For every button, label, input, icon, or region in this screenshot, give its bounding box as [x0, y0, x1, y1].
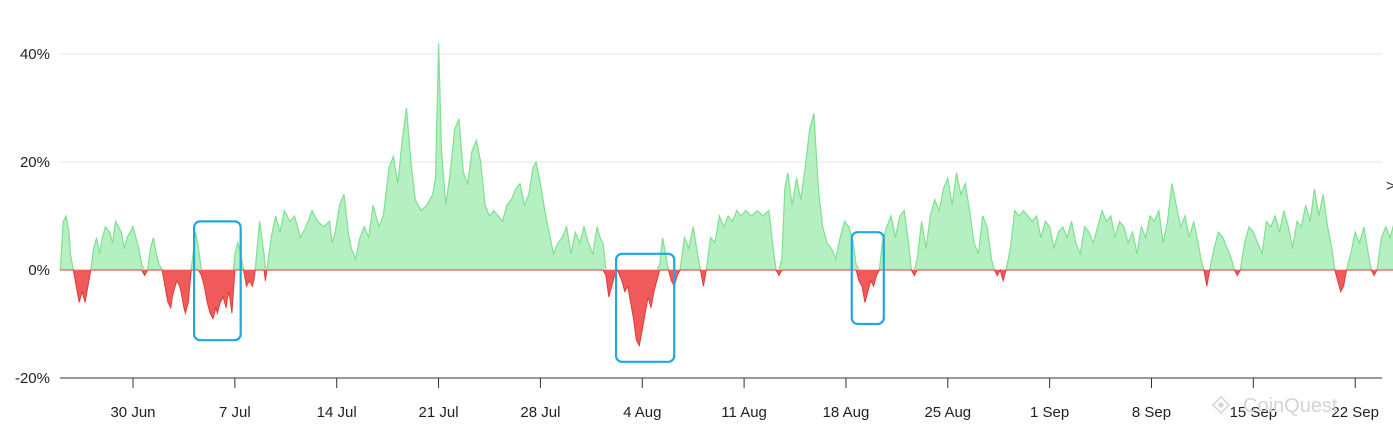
- negative-line: [60, 268, 1393, 348]
- x-tick-label: 8 Sep: [1132, 404, 1171, 421]
- x-tick-label: 22 Sep: [1331, 404, 1379, 421]
- y-tick-label: 0%: [28, 262, 50, 279]
- highlight-box: [850, 231, 885, 326]
- y-tick-label: 20%: [20, 154, 50, 171]
- highlight-box: [193, 220, 242, 342]
- negative-area: [60, 270, 1393, 346]
- watermark-logo-icon: [1211, 395, 1231, 415]
- watermark: CoinQuest: [1211, 395, 1338, 417]
- x-tick-label: 28 Jul: [520, 404, 560, 421]
- x-tick-label: 18 Aug: [823, 404, 870, 421]
- area-fills: [59, 43, 1393, 348]
- x-tick-label: 25 Aug: [924, 404, 971, 421]
- x-tick-label: 11 Aug: [721, 404, 767, 421]
- watermark-text: CoinQuest: [1243, 395, 1338, 417]
- highlight-boxes: [193, 220, 885, 363]
- x-tick-label: 30 Jun: [110, 404, 155, 421]
- positive-area: [60, 43, 1393, 270]
- x-tick-label: 4 Aug: [623, 404, 661, 421]
- y-tick-label: -20%: [15, 370, 50, 387]
- x-tick-label: 15 Sep: [1230, 404, 1278, 421]
- x-axis: 30 Jun 7 Jul 14 Jul 21 Jul 28 Jul 4 Aug 11 Aug…: [60, 377, 1382, 421]
- x-tick-label: 7 Jul: [219, 404, 251, 421]
- x-tick-label: 14 Jul: [317, 404, 357, 421]
- y-axis-labels: 40% 20% 0% -20%: [15, 46, 50, 387]
- edge-chevron: >: [1386, 178, 1393, 195]
- highlight-box: [614, 252, 676, 363]
- x-tick-label: 21 Jul: [419, 404, 459, 421]
- y-tick-label: 40%: [20, 46, 50, 63]
- x-tick-label: 1 Sep: [1030, 404, 1069, 421]
